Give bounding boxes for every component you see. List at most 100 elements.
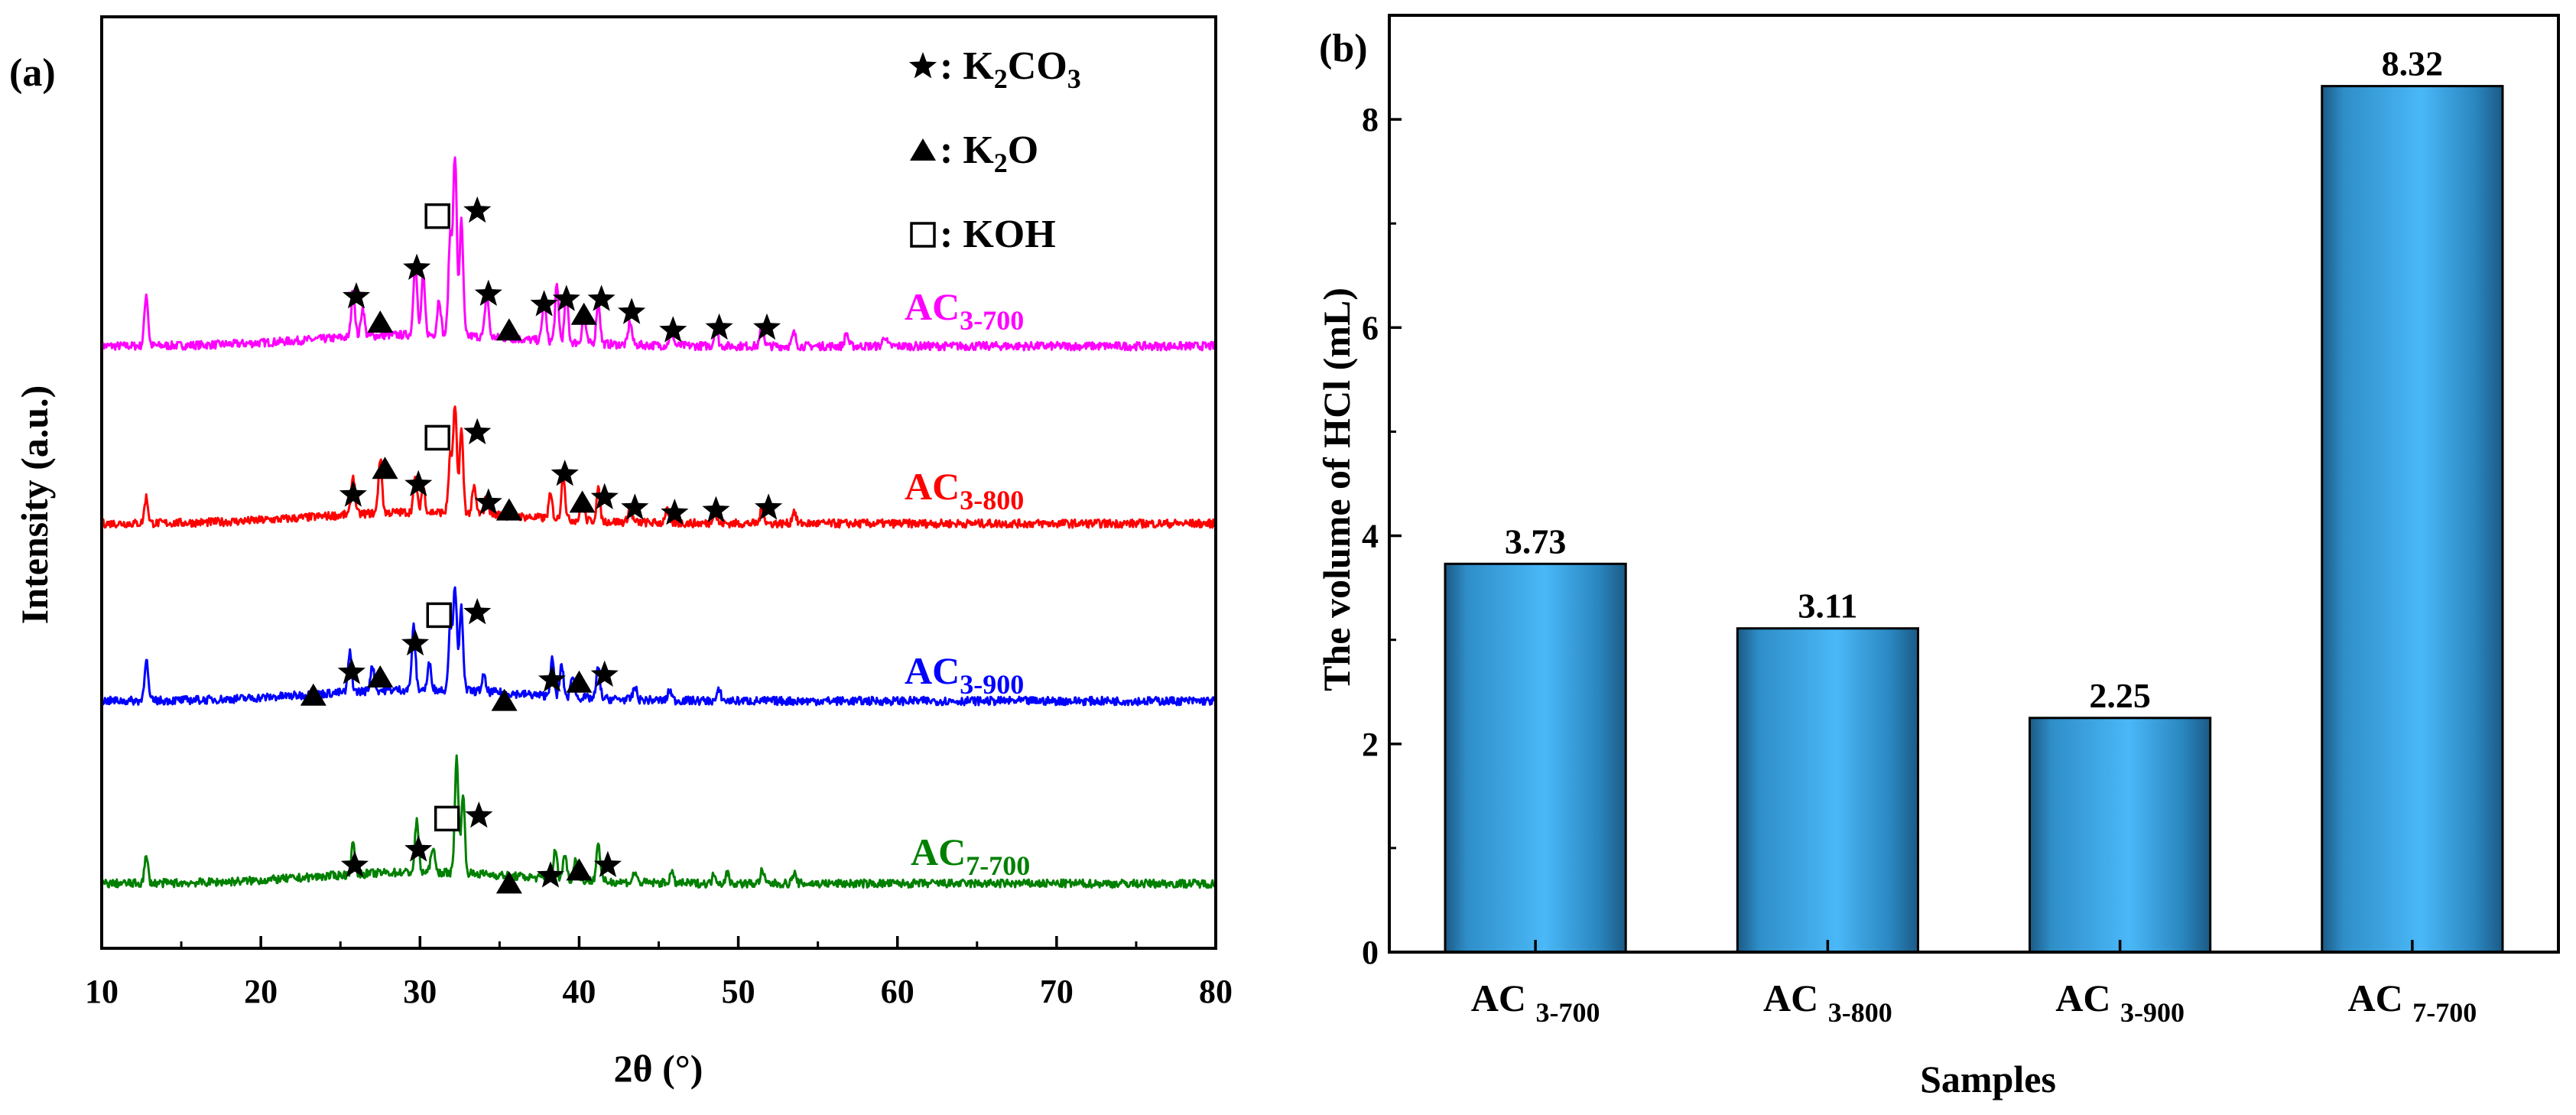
y-tick-label: 6 (1362, 309, 1379, 346)
category-label: AC 3-900 (2055, 977, 2185, 1028)
star-marker (661, 499, 689, 525)
star-marker (463, 196, 492, 223)
triangle-marker (372, 457, 398, 479)
star-marker (403, 253, 431, 280)
bar-y-axis: 0 2 4 6 8 (1362, 14, 1402, 971)
bar-value-label: 3.11 (1798, 587, 1857, 626)
bar-3-800 (1736, 627, 1920, 954)
bar-plot-frame (1388, 14, 2560, 954)
x-tick-label: 60 (881, 973, 914, 1010)
star-marker (587, 284, 616, 311)
star-marker (404, 470, 433, 496)
y-tick-label: 2 (1362, 726, 1379, 763)
legend-label: : KOH (940, 213, 1056, 256)
xrd-series-group (100, 156, 1217, 889)
hcl-bars: 3.73 3.11 2.25 8.32 (1444, 44, 2504, 954)
xrd-plot-frame (100, 15, 1217, 950)
square-marker (434, 805, 460, 832)
star-marker (404, 835, 433, 862)
bar-3-700 (1444, 562, 1627, 954)
star-marker (343, 282, 371, 309)
xrd-x-axis: 10 20 30 40 50 60 70 80 (85, 936, 1233, 1010)
bar-value-label: 3.73 (1505, 522, 1567, 561)
triangle-icon (910, 138, 936, 161)
series-label-AC3-700: AC3-700 (905, 285, 1024, 336)
star-marker (659, 316, 687, 343)
bar-x-axis-title: Samples (1920, 1058, 2056, 1100)
star-marker (590, 660, 619, 687)
legend-label: : K2CO3 (940, 44, 1081, 94)
triangle-marker (495, 318, 522, 341)
y-tick-label: 0 (1362, 934, 1379, 971)
star-marker (401, 629, 430, 656)
triangle-marker (367, 665, 394, 688)
triangle-marker (367, 310, 394, 333)
bar-x-axis: AC 3-700 AC 3-800 AC 3-900 AC 7-700 (1471, 940, 2477, 1028)
star-marker (753, 313, 781, 340)
triangle-marker (570, 302, 597, 325)
y-tick-label: 4 (1362, 518, 1379, 555)
triangle-marker (300, 683, 326, 706)
star-marker (618, 297, 646, 324)
bar-y-axis-title: The volume of HCl (mL) (1315, 288, 1358, 691)
star-marker (474, 488, 502, 515)
xrd-series-labels: AC3-700 AC3-800 AC3-900 AC7-700 (905, 285, 1030, 881)
star-marker (755, 493, 783, 520)
star-marker (340, 850, 369, 877)
hcl-bar-panel: (b) 3.73 3.11 2.25 8.32 0 2 4 6 8 AC 3-700 AC 3-… (1315, 14, 2560, 1100)
star-marker (705, 313, 733, 340)
star-marker (530, 290, 558, 317)
star-marker (621, 493, 649, 520)
xrd-x-axis-title: 2θ (°) (614, 1047, 703, 1090)
star-marker (463, 598, 492, 625)
square-marker (424, 203, 450, 229)
triangle-marker (491, 688, 518, 711)
xrd-phase-markers (300, 196, 783, 894)
xrd-panel: (a) 10 20 30 40 50 60 70 80 2θ (°) Intensity (a… (9, 15, 1233, 1090)
x-tick-label: 40 (562, 973, 596, 1010)
star-marker (463, 418, 492, 444)
bar-7-700 (2321, 85, 2504, 954)
star-marker (702, 496, 730, 522)
square-icon (910, 222, 936, 248)
x-tick-label: 20 (244, 973, 278, 1010)
star-marker (474, 279, 502, 306)
triangle-marker (566, 858, 593, 881)
xrd-pattern-AC7-700 (100, 754, 1217, 889)
category-label: AC 3-800 (1763, 977, 1892, 1028)
triangle-marker (495, 498, 522, 521)
triangle-marker (569, 490, 596, 513)
star-icon (908, 52, 937, 79)
bar-value-label: 8.32 (2382, 44, 2444, 83)
star-marker (590, 483, 619, 509)
xrd-y-axis-title: Intensity (a.u.) (13, 385, 56, 625)
square-marker (424, 424, 450, 451)
xrd-legend: : K2CO3 : K2O : KOH (908, 44, 1081, 256)
panel-a-tag: (a) (9, 51, 56, 95)
bar-value-label: 2.25 (2089, 676, 2151, 715)
series-label-AC3-800: AC3-800 (905, 465, 1024, 515)
star-marker (538, 665, 567, 692)
star-marker (552, 284, 580, 311)
series-label-AC3-900: AC3-900 (905, 649, 1024, 700)
panel-b-tag: (b) (1319, 27, 1368, 70)
triangle-marker (566, 670, 593, 693)
star-marker (339, 480, 367, 507)
xrd-pattern-AC3-700 (100, 156, 1217, 352)
x-tick-label: 50 (722, 973, 755, 1010)
triangle-marker (495, 871, 522, 894)
legend-label: : K2O (940, 128, 1038, 178)
star-marker (536, 861, 564, 888)
x-tick-label: 70 (1040, 973, 1074, 1010)
x-tick-label: 80 (1199, 973, 1233, 1010)
x-tick-label: 10 (85, 973, 119, 1010)
star-marker (337, 658, 365, 684)
star-marker (465, 801, 493, 828)
y-tick-label: 8 (1362, 101, 1379, 138)
xrd-pattern-AC3-800 (100, 405, 1217, 529)
star-marker (593, 850, 622, 877)
series-label-AC7-700: AC7-700 (911, 831, 1030, 881)
star-marker (551, 460, 579, 486)
category-label: AC 3-700 (1471, 977, 1600, 1028)
